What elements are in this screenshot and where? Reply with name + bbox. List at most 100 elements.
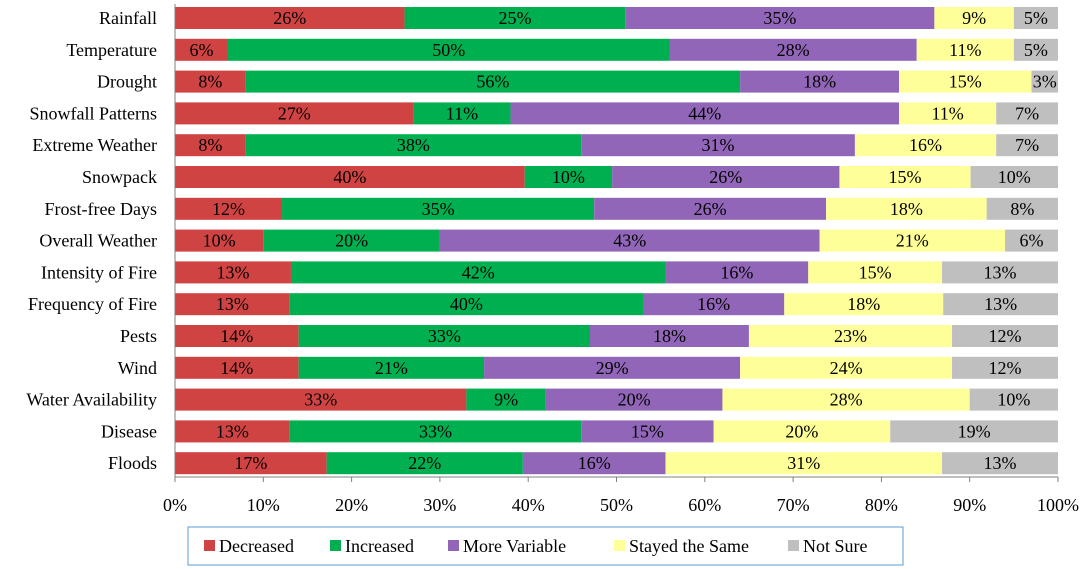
- bar-segment: [713, 420, 891, 443]
- bar-segment: [522, 452, 666, 475]
- data-label: 40%: [333, 167, 366, 187]
- legend: Decreased Increased More Variable Stayed th…: [187, 526, 904, 566]
- x-tick-label: 90%: [953, 495, 986, 515]
- data-label: 26%: [709, 167, 742, 187]
- x-tick-label: 30%: [423, 495, 456, 515]
- data-label: 16%: [720, 262, 753, 282]
- bar-segment: [175, 293, 290, 316]
- bar-segment: [942, 452, 1058, 475]
- data-label: 40%: [450, 294, 483, 314]
- bar-segment: [289, 420, 582, 443]
- data-label: 22%: [408, 453, 441, 473]
- bar-segment: [245, 134, 582, 157]
- bar-segment: [175, 229, 264, 252]
- bar-segment: [969, 388, 1058, 411]
- bar-segment: [175, 134, 246, 157]
- data-label: 15%: [949, 72, 982, 92]
- bar-segment: [996, 134, 1058, 157]
- data-label: 3%: [1033, 72, 1057, 92]
- legend-label: Stayed the Same: [629, 536, 749, 556]
- data-label: 8%: [198, 72, 222, 92]
- data-label: 11%: [949, 40, 981, 60]
- bar-segment: [642, 293, 785, 316]
- x-tick-label: 60%: [688, 495, 721, 515]
- bar-segment: [175, 197, 283, 220]
- category-label: Snowfall Patterns: [30, 103, 158, 123]
- data-label: 20%: [335, 231, 368, 251]
- category-label: Overall Weather: [39, 231, 157, 251]
- bar-segment: [175, 7, 405, 29]
- data-label: 17%: [234, 453, 267, 473]
- data-label: 13%: [984, 453, 1017, 473]
- x-tick-label: 20%: [335, 495, 368, 515]
- data-label: 20%: [618, 390, 651, 410]
- legend-swatch: [330, 540, 341, 551]
- legend-label: Decreased: [219, 536, 294, 556]
- data-label: 21%: [896, 231, 929, 251]
- bar-segment: [289, 293, 643, 316]
- bar-segment: [996, 102, 1058, 125]
- data-label: 33%: [419, 421, 452, 441]
- bar-segment: [1005, 229, 1058, 252]
- bar-segment: [581, 420, 714, 443]
- data-label: 18%: [890, 199, 923, 219]
- bar-segment: [748, 325, 953, 347]
- data-label: 18%: [653, 326, 686, 346]
- data-label: 15%: [631, 421, 664, 441]
- category-label: Snowpack: [82, 167, 157, 187]
- bar-segment: [175, 166, 525, 188]
- bar-segment: [826, 197, 987, 220]
- bar-segment: [298, 325, 591, 347]
- bar-segment: [524, 166, 613, 188]
- data-label: 10%: [552, 167, 585, 187]
- bar-segment: [952, 356, 1058, 379]
- x-tick-label: 70%: [777, 495, 810, 515]
- bar-segment: [819, 229, 1006, 252]
- data-label: 27%: [278, 103, 311, 123]
- data-label: 56%: [476, 72, 509, 92]
- bar-segment: [839, 166, 971, 188]
- bar-segment: [175, 102, 414, 125]
- data-label: 19%: [958, 421, 991, 441]
- bar-segment: [740, 70, 900, 93]
- data-label: 18%: [803, 72, 836, 92]
- data-label: 44%: [688, 103, 721, 123]
- category-label: Floods: [108, 453, 157, 473]
- x-tick-label: 10%: [247, 495, 280, 515]
- data-label: 20%: [785, 421, 818, 441]
- data-label: 21%: [375, 358, 408, 378]
- bar-segment: [665, 452, 943, 475]
- bar-segment: [934, 7, 1014, 29]
- category-label: Frequency of Fire: [28, 294, 157, 314]
- data-label: 13%: [984, 294, 1017, 314]
- data-label: 35%: [763, 8, 796, 28]
- bar-segment: [1013, 38, 1058, 61]
- bar-segment: [282, 197, 595, 220]
- bar-segment: [298, 356, 485, 379]
- data-label: 14%: [220, 326, 253, 346]
- bar-segment: [510, 102, 900, 125]
- data-label: 10%: [203, 231, 236, 251]
- category-label: Disease: [101, 421, 157, 441]
- bar-segment: [545, 388, 723, 411]
- data-label: 12%: [989, 358, 1022, 378]
- legend-swatch: [448, 540, 459, 551]
- data-label: 13%: [984, 262, 1017, 282]
- bar-segment: [413, 102, 511, 125]
- bar-segment: [669, 38, 917, 61]
- data-label: 5%: [1024, 8, 1048, 28]
- category-label: Intensity of Fire: [41, 262, 157, 282]
- bar-segment: [594, 197, 827, 220]
- data-label: 33%: [304, 390, 337, 410]
- category-label: Water Availability: [26, 390, 157, 410]
- x-tick-label: 50%: [600, 495, 633, 515]
- data-label: 28%: [777, 40, 810, 60]
- bar-segment: [890, 420, 1058, 443]
- bar-segment: [484, 356, 741, 379]
- bar-segment: [1031, 70, 1058, 93]
- data-label: 28%: [830, 390, 863, 410]
- data-label: 9%: [494, 390, 518, 410]
- bar-segment: [175, 388, 467, 411]
- legend-swatch: [614, 540, 625, 551]
